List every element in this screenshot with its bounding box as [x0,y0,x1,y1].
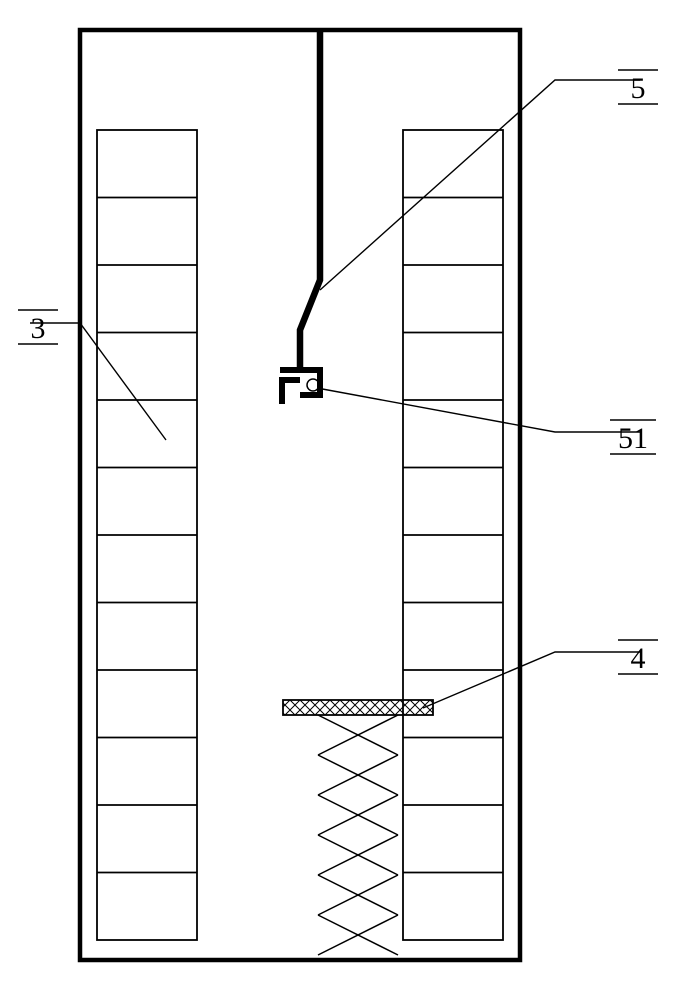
lift-platform [283,700,433,715]
callout-4-label: 4 [631,642,646,675]
callout-5-label: 5 [631,72,646,105]
callout-3-label: 3 [31,312,46,345]
callout-51-label: 51 [618,422,648,455]
canvas-bg [0,0,682,1000]
